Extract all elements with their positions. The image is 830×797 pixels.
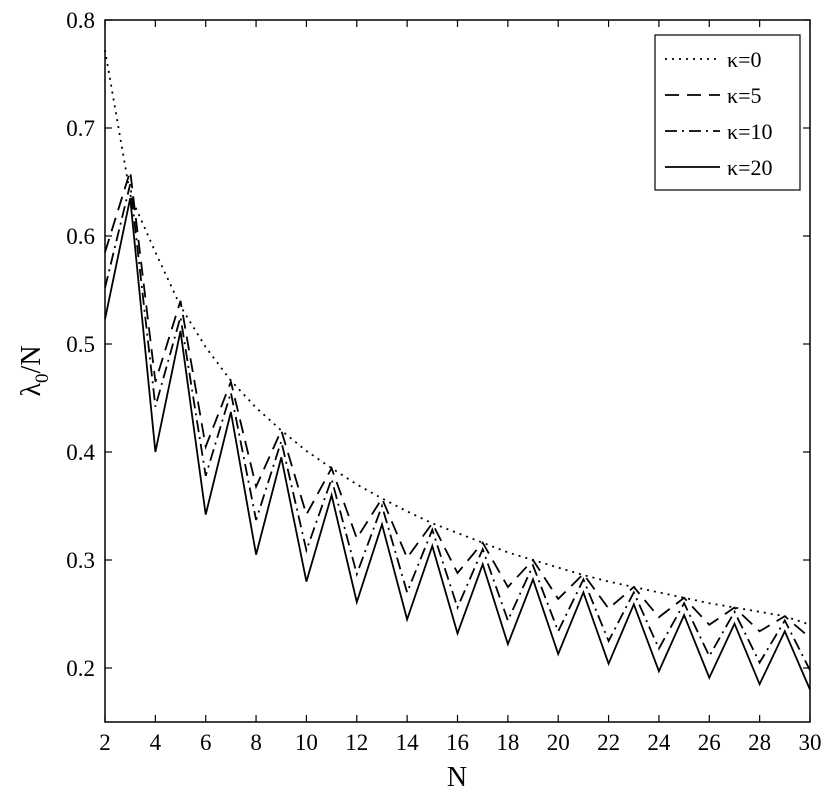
x-axis-label: N [447,762,467,793]
x-tick-label: 10 [295,730,318,755]
legend-label: κ=0 [727,47,762,72]
y-axis-label: λ0/N [16,345,53,396]
svg-text:λ0/N: λ0/N [16,345,53,396]
legend-label: κ=20 [727,155,773,180]
y-tick-label: 0.8 [66,8,95,33]
x-tick-label: 30 [799,730,822,755]
series-line [104,170,811,639]
y-tick-label: 0.4 [66,440,95,465]
x-tick-label: 16 [446,730,469,755]
x-tick-label: 28 [748,730,771,755]
x-tick-label: 12 [345,730,368,755]
x-tick-label: 6 [200,730,212,755]
x-tick-label: 20 [547,730,570,755]
x-axis-ticks: 2 4 6 8 10 12 14 16 18 20 22 24 26 28 30 [99,20,822,755]
y-axis-label-rest: /N [16,345,47,373]
y-axis-ticks: 0.2 0.3 0.4 0.5 0.6 0.7 0.8 [66,8,810,681]
y-tick-label: 0.3 [66,548,95,573]
y-axis-label-main: λ [16,383,47,397]
x-tick-label: 14 [396,730,420,755]
x-tick-label: 4 [150,730,162,755]
series-line [104,183,811,671]
y-axis-label-subscript: 0 [32,373,53,383]
legend: κ=0 κ=5 κ=10 κ=20 [654,34,801,191]
x-tick-label: 26 [698,730,721,755]
series-lines [104,50,811,690]
x-tick-label: 8 [250,730,262,755]
legend-box [654,34,801,191]
x-tick-label: 2 [99,730,111,755]
legend-label: κ=10 [727,119,773,144]
y-tick-label: 0.7 [66,116,95,141]
x-tick-label: 22 [597,730,620,755]
y-tick-label: 0.2 [66,656,95,681]
legend-label: κ=5 [727,83,762,108]
y-tick-label: 0.5 [66,332,95,357]
y-tick-label: 0.6 [66,224,95,249]
series-line [104,198,811,690]
x-tick-label: 18 [496,730,519,755]
x-tick-label: 24 [647,730,671,755]
